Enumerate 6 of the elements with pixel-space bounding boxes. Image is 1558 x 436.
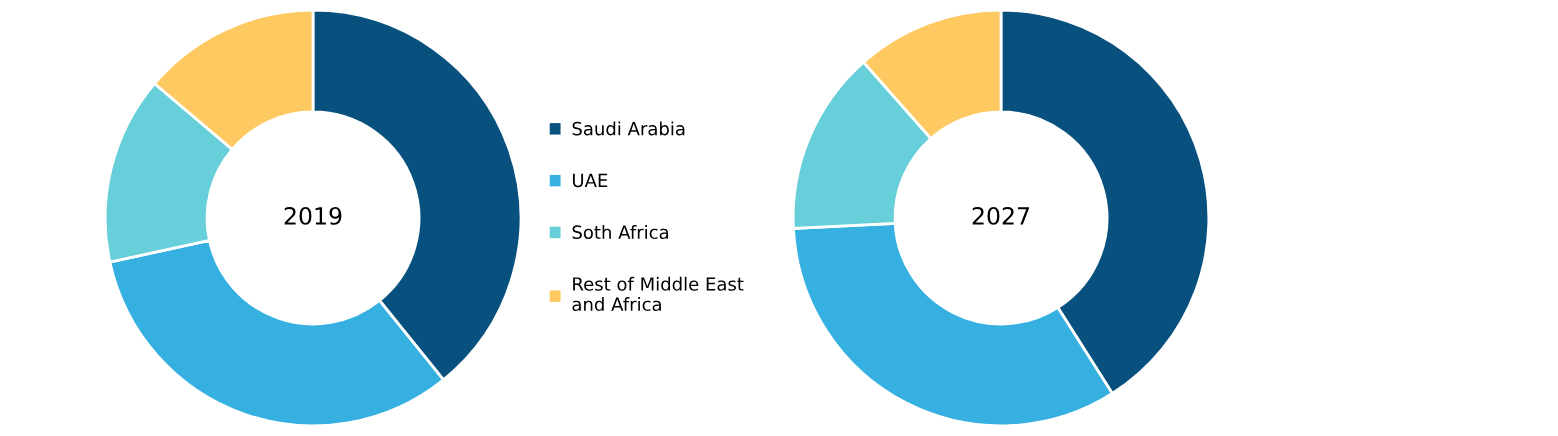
text: 2019 (284, 206, 342, 225)
legend-label: UAE (572, 173, 608, 188)
text: 2027 (972, 206, 1030, 225)
legend-label: Rest of Middle East and Africa (572, 276, 744, 312)
legend-label: Saudi Arabia (572, 121, 685, 136)
legend-label: Soth Africa (572, 225, 669, 240)
